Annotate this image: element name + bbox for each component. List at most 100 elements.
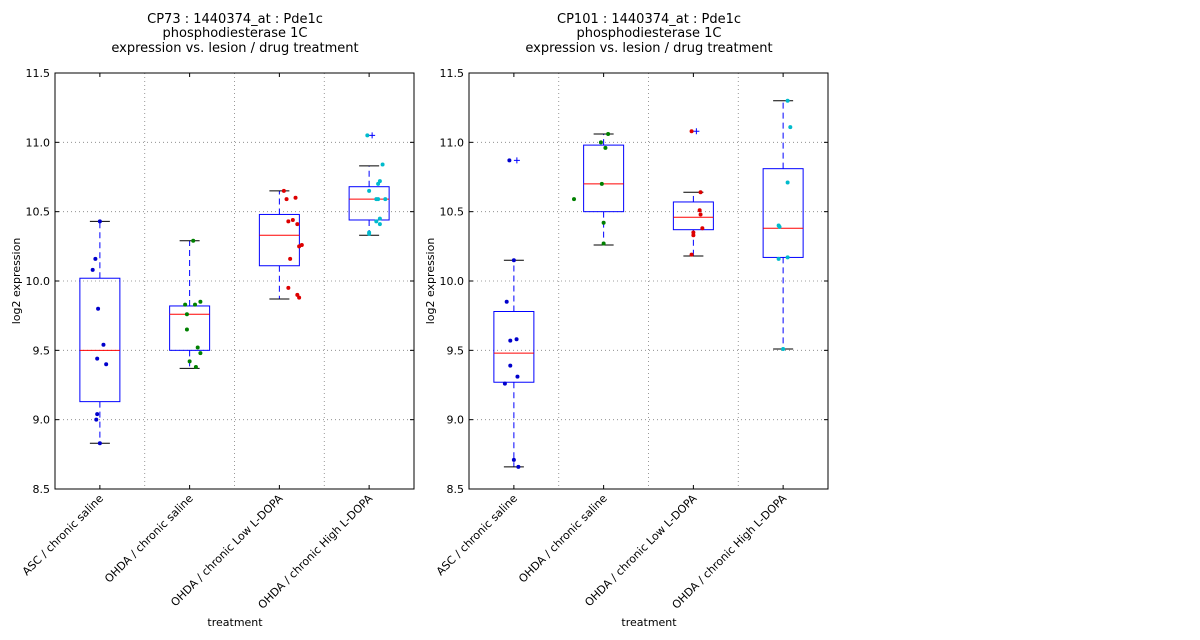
data-point [184,312,189,317]
data-points [183,238,203,369]
data-point [290,217,295,222]
data-point [603,145,608,150]
data-point [698,212,703,217]
data-point [700,226,705,231]
data-point [601,241,606,246]
chart-panel-cp101: CP101 : 1440374_at : Pde1c phosphodieste… [424,12,829,629]
data-point [187,359,192,364]
data-point [514,337,519,342]
data-point [511,457,516,462]
data-point [380,162,385,167]
data-point [97,441,102,446]
x-tick-label: OHDA / chronic saline [516,492,610,586]
data-point [284,197,289,202]
chart-title-line: phosphodiesterase 1C [577,26,722,41]
plot-frame [54,72,415,490]
data-point [198,299,203,304]
data-point [788,125,793,130]
chart-title-line: CP73 : 1440374_at : Pde1c [147,12,323,27]
data-point [377,222,382,227]
data-point [297,244,302,249]
data-points [281,188,304,300]
data-point [383,197,388,202]
data-point [504,299,509,304]
box [672,201,714,231]
data-point [777,224,782,229]
gridlines [469,73,828,489]
y-axis-label: log2 expression [424,238,437,325]
outlier-marker [369,132,376,139]
gridlines [55,73,414,489]
data-point [785,98,790,103]
y-tick-label: 8.5 [33,483,51,496]
data-point [697,208,702,213]
y-tick-label: 8.5 [447,483,465,496]
data-point [776,256,781,261]
data-point [691,233,696,238]
data-point [516,464,521,469]
data-points [502,158,521,469]
data-point [193,302,198,307]
x-axis-label: treatment [207,616,263,629]
outlier-marker [513,157,520,164]
data-point [367,231,372,236]
data-point [367,188,372,193]
data-point [95,356,100,361]
box [762,168,804,258]
data-point [90,267,95,272]
x-tick-label: ASC / chronic saline [434,492,520,578]
data-points [776,98,793,351]
box-plot [79,220,121,444]
y-tick-label: 10.5 [440,206,465,219]
data-point [515,374,520,379]
data-point [286,285,291,290]
box-plot [583,133,625,246]
data-point [376,197,381,202]
data-points [365,133,388,236]
y-tick-label: 9.0 [447,414,465,427]
y-axis: 8.5 9.0 9.5 10.0 10.5 11.0 11.5 [26,67,414,496]
data-point [508,338,513,343]
box-plot [762,100,804,350]
x-tick-label: ASC / chronic saline [20,492,106,578]
y-tick-label: 9.5 [447,344,465,357]
data-point [281,188,286,193]
y-axis-label: log2 expression [10,238,23,325]
data-point [101,342,106,347]
data-point [689,252,694,257]
data-point [502,381,507,386]
y-tick-label: 11.5 [26,67,51,80]
box-plot [258,190,300,300]
data-point [376,181,381,186]
box [169,305,211,351]
data-point [508,363,513,368]
data-point [293,195,298,200]
data-point [785,180,790,185]
box [79,277,121,403]
y-tick-label: 11.0 [440,136,465,149]
data-point [374,219,379,224]
chart-title-line: CP101 : 1440374_at : Pde1c [557,12,741,27]
data-point [95,412,100,417]
y-tick-label: 9.0 [33,414,51,427]
data-point [191,238,196,243]
data-point [377,216,382,221]
data-point [184,327,189,332]
plot-frame [468,72,829,490]
chart-title: CP101 : 1440374_at : Pde1c phosphodieste… [525,12,772,56]
data-points [572,132,611,246]
box-plot [493,157,535,468]
data-point [195,345,200,350]
data-point [689,129,694,134]
y-tick-label: 10.0 [440,275,465,288]
data-point [198,351,203,356]
data-points [689,129,705,257]
x-axis-label: treatment [621,616,677,629]
data-point [599,181,604,186]
data-point [97,219,102,224]
data-point [183,302,188,307]
data-point [295,222,300,227]
y-tick-label: 9.5 [33,344,51,357]
